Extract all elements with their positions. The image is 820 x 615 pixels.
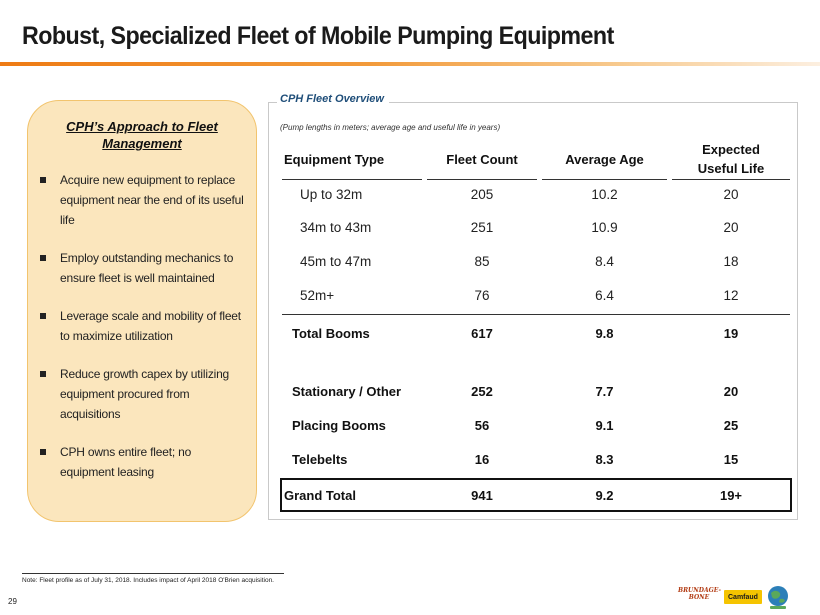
header-rule xyxy=(672,179,790,180)
table-row: Telebelts 16 8.3 15 xyxy=(282,444,790,474)
bullet-item: CPH owns entire fleet; no equipment leas… xyxy=(40,442,245,482)
bullet-item: Acquire new equipment to replace equipme… xyxy=(40,170,245,230)
approach-panel xyxy=(27,100,257,522)
approach-title: CPH’s Approach to Fleet Management xyxy=(0,118,284,152)
square-bullet-icon xyxy=(40,371,46,377)
cell-count: 56 xyxy=(474,417,490,433)
cell-count: 76 xyxy=(474,287,490,303)
cell-age: 9.2 xyxy=(595,487,614,503)
cell-type: Up to 32m xyxy=(300,186,363,202)
table-row-grand-total: Grand Total 941 9.2 19+ xyxy=(282,480,790,510)
cell-life: 15 xyxy=(723,451,739,467)
cell-age: 6.4 xyxy=(595,287,614,303)
table-row: 52m+ 76 6.4 12 xyxy=(282,280,790,310)
cell-type: 52m+ xyxy=(300,287,335,303)
header-useful-life-line2: Useful Life xyxy=(697,161,765,176)
cell-life: 19+ xyxy=(719,487,743,503)
header-average-age: Average Age xyxy=(565,152,644,167)
cell-count: 85 xyxy=(474,253,490,269)
cell-type: Telebelts xyxy=(292,451,348,467)
cell-count: 251 xyxy=(470,219,494,235)
bullet-item: Reduce growth capex by utilizing equipme… xyxy=(40,364,245,424)
company-logos: BRUNDAGE- BONE Camfaud xyxy=(678,584,790,610)
cell-count: 617 xyxy=(471,325,493,341)
footnote-rule xyxy=(22,573,284,574)
approach-bullet-list: Acquire new equipment to replace equipme… xyxy=(40,170,245,500)
header-useful-life-line1: Expected xyxy=(702,142,760,157)
bullet-text: Reduce growth capex by utilizing equipme… xyxy=(60,367,230,421)
cell-type: Placing Booms xyxy=(292,417,386,433)
bullet-item: Leverage scale and mobility of fleet to … xyxy=(40,306,245,346)
cell-type: Total Booms xyxy=(292,325,370,341)
cell-life: 12 xyxy=(723,287,739,303)
cell-type: 45m to 47m xyxy=(300,253,372,269)
fleet-overview-subtitle: (Pump lengths in meters; average age and… xyxy=(280,123,501,132)
page-title: Robust, Specialized Fleet of Mobile Pump… xyxy=(22,22,614,50)
header-rule xyxy=(282,179,422,180)
bullet-text: CPH owns entire fleet; no equipment leas… xyxy=(60,445,192,479)
cell-age: 9.1 xyxy=(595,417,614,433)
header-useful-life: Expected Useful Life xyxy=(672,140,790,178)
bullet-text: Acquire new equipment to replace equipme… xyxy=(60,173,244,227)
title-underline-bar xyxy=(0,62,820,66)
header-fleet-count: Fleet Count xyxy=(446,152,518,167)
table-row: Stationary / Other 252 7.7 20 xyxy=(282,376,790,406)
table-row: 45m to 47m 85 8.4 18 xyxy=(282,246,790,276)
square-bullet-icon xyxy=(40,313,46,319)
bullet-text: Leverage scale and mobility of fleet to … xyxy=(60,309,241,343)
bullet-item: Employ outstanding mechanics to ensure f… xyxy=(40,248,245,288)
table-row: 34m to 43m 251 10.9 20 xyxy=(282,212,790,242)
cell-life: 25 xyxy=(723,417,739,433)
header-rule xyxy=(542,179,667,180)
cell-age: 9.8 xyxy=(595,325,614,341)
square-bullet-icon xyxy=(40,449,46,455)
cell-life: 20 xyxy=(723,186,739,202)
page-number: 29 xyxy=(8,597,17,606)
approach-title-line2: Management xyxy=(102,136,182,151)
fleet-overview-panel xyxy=(268,102,798,520)
cell-age: 10.9 xyxy=(591,219,618,235)
table-row: Up to 32m 205 10.2 20 xyxy=(282,179,790,209)
table-row: Placing Booms 56 9.1 25 xyxy=(282,410,790,440)
header-equipment-type: Equipment Type xyxy=(284,152,385,167)
cell-count: 16 xyxy=(474,451,490,467)
square-bullet-icon xyxy=(40,177,46,183)
cell-type: Stationary / Other xyxy=(292,383,402,399)
cell-age: 10.2 xyxy=(591,186,618,202)
cell-age: 8.4 xyxy=(595,253,614,269)
total-booms-rule xyxy=(282,314,790,315)
globe-logo-icon xyxy=(767,586,788,609)
square-bullet-icon xyxy=(40,255,46,261)
footnote: Note: Fleet profile as of July 31, 2018.… xyxy=(22,577,274,584)
table-row-total-booms: Total Booms 617 9.8 19 xyxy=(282,318,790,348)
cell-age: 8.3 xyxy=(595,451,614,467)
camfaud-logo: Camfaud xyxy=(724,590,762,604)
fleet-overview-title: CPH Fleet Overview xyxy=(277,93,389,105)
header-rule xyxy=(427,179,537,180)
grand-total-box xyxy=(280,478,792,512)
cell-life: 18 xyxy=(723,253,739,269)
cell-count: 252 xyxy=(471,383,493,399)
bullet-text: Employ outstanding mechanics to ensure f… xyxy=(60,251,234,285)
cell-age: 7.7 xyxy=(595,383,614,399)
cell-life: 20 xyxy=(723,219,739,235)
cell-count: 205 xyxy=(470,186,494,202)
approach-title-line1: CPH’s Approach to Fleet xyxy=(66,119,218,134)
cell-life: 19 xyxy=(723,325,739,341)
cell-count: 941 xyxy=(471,487,493,503)
brundage-bone-logo: BRUNDAGE- BONE xyxy=(678,587,721,601)
cell-type: Grand Total xyxy=(284,487,356,503)
cell-type: 34m to 43m xyxy=(300,219,372,235)
cell-life: 20 xyxy=(723,383,739,399)
